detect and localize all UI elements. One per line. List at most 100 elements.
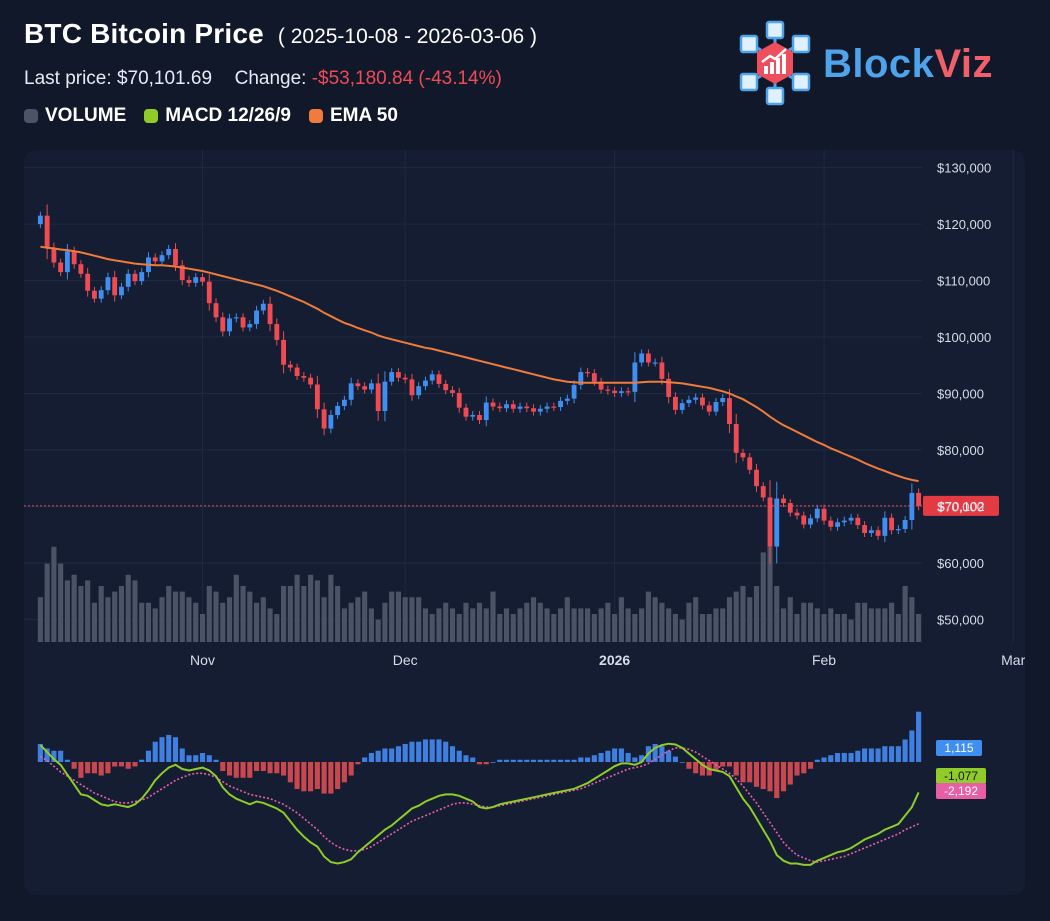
candle-body [564, 398, 570, 401]
macd-histogram-bar [267, 762, 273, 774]
macd-histogram-bar [862, 748, 868, 762]
volume-bar [578, 608, 584, 642]
candle-body [814, 508, 820, 519]
volume-bar [456, 614, 462, 642]
candle-body [193, 277, 199, 283]
volume-bar [503, 608, 510, 642]
volume-bar [199, 614, 206, 642]
candle-body [213, 303, 219, 318]
candle-body [281, 339, 287, 365]
macd-histogram-bar [240, 762, 246, 778]
volume-bar [159, 597, 165, 642]
candle-body [402, 377, 408, 380]
volume-bar [226, 597, 233, 642]
volume-bar [314, 580, 320, 642]
macd-histogram-bar [449, 746, 456, 762]
candle-body [551, 406, 557, 408]
macd-histogram-bar [233, 762, 239, 778]
macd-histogram-bar [429, 739, 435, 762]
volume-bar [294, 574, 300, 642]
candle-body [733, 424, 739, 453]
volume-bar [206, 586, 212, 642]
price-tick-label: $60,000 [937, 556, 984, 571]
volume-bar [767, 546, 773, 642]
volume-bar [355, 597, 361, 642]
macd-histogram-bar [416, 741, 422, 762]
candle-body [314, 384, 320, 410]
macd-histogram-bar [456, 750, 462, 762]
candle-body [450, 390, 455, 393]
candle-body [490, 402, 496, 407]
legend-item-ema[interactable]: EMA 50 [308, 105, 398, 127]
candle-body [808, 518, 813, 525]
macd-histogram-bar [855, 750, 861, 762]
volume-bar [585, 608, 591, 642]
candle-body [274, 324, 280, 340]
volume-bar [233, 574, 239, 642]
macd-histogram-bar [172, 737, 179, 762]
volume-bar [598, 608, 604, 642]
legend-item-macd[interactable]: MACD 12/26/9 [144, 105, 291, 127]
volume-bar [787, 597, 793, 642]
macd-histogram-value: 1,115 [944, 741, 973, 755]
macd-histogram-bar [794, 762, 800, 776]
volume-bar [58, 563, 64, 642]
macd-histogram-bar [389, 748, 395, 762]
candle-body [787, 503, 793, 513]
macd-histogram-bar [44, 748, 50, 762]
candle-body [713, 402, 719, 412]
volume-bar [733, 591, 739, 642]
volume-bar [37, 597, 43, 642]
macd-histogram-bar [125, 762, 131, 769]
volume-bar [375, 619, 381, 642]
candle-body [58, 262, 64, 273]
legend-label-volume: VOLUME [45, 105, 127, 126]
macd-signal-value-badge [936, 783, 986, 799]
legend-label-ema: EMA 50 [329, 105, 398, 126]
candle-body [37, 215, 43, 225]
macd-histogram-bar [98, 762, 104, 776]
macd-histogram-bar [91, 762, 97, 774]
macd-histogram-bar [375, 750, 381, 762]
candle-body [828, 520, 834, 527]
macd-histogram-bar [510, 759, 516, 762]
macd-histogram-bar [828, 755, 834, 762]
macd-histogram-bar [112, 762, 118, 767]
candle-body [895, 529, 901, 531]
volume-bar [780, 608, 787, 642]
macd-histogram-bar [598, 752, 604, 762]
macd-histogram-bar [672, 756, 678, 762]
price-tick-label: $50,000 [937, 612, 984, 627]
candle-body [855, 517, 861, 526]
volume-bar [510, 614, 516, 642]
macd-histogram-bar [490, 762, 496, 763]
price-tick-label: $130,000 [937, 161, 991, 176]
volume-bar [308, 574, 314, 642]
candle-body [348, 383, 354, 400]
volume-bar [713, 608, 719, 642]
price-chart[interactable]: $70,102 $130,000 $120,000 $110,000 $100,000 $… [24, 150, 1025, 895]
volume-bar [760, 552, 766, 642]
macd-line [39, 742, 920, 866]
volume-bar [247, 591, 253, 642]
candle-body [659, 362, 665, 379]
candle-body [125, 273, 131, 287]
candle-body [510, 404, 516, 409]
change-label: Change: [234, 68, 307, 89]
legend-item-volume[interactable]: VOLUME [24, 105, 126, 127]
volume-bar [145, 602, 152, 642]
volume-bar [220, 602, 226, 642]
ema-50-line [40, 245, 919, 483]
macd-histogram-bar [841, 752, 847, 762]
volume-bar [821, 614, 827, 642]
volume-bar [409, 597, 415, 642]
volume-bar [132, 580, 138, 642]
volume-bar [828, 608, 834, 642]
macd-histogram-bar [612, 748, 618, 762]
volume-bar [98, 586, 104, 642]
candle-body [335, 405, 341, 415]
macd-histogram-bar [821, 757, 827, 762]
candle-body [206, 281, 212, 304]
candle-body [632, 362, 638, 392]
price-tick-label: $90,000 [937, 387, 984, 402]
